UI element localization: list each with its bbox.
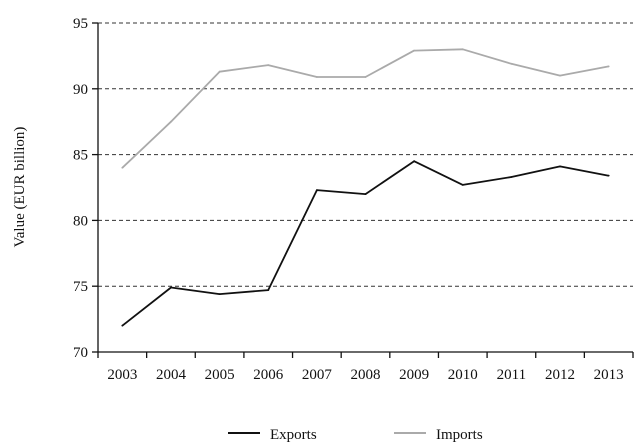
series-exports bbox=[121, 160, 610, 327]
legend: Exports Imports bbox=[228, 427, 483, 443]
x-tick-label: 2011 bbox=[497, 367, 526, 383]
x-tick-label: 2005 bbox=[205, 367, 235, 383]
legend-item-exports: Exports bbox=[228, 427, 317, 443]
data-point bbox=[218, 70, 221, 73]
data-point bbox=[170, 286, 172, 289]
y-tick-label: 80 bbox=[73, 213, 88, 229]
y-tick-label: 85 bbox=[73, 148, 88, 164]
x-tick-label: 2008 bbox=[351, 367, 381, 383]
data-point bbox=[413, 160, 416, 163]
series-imports bbox=[121, 48, 610, 169]
data-point bbox=[267, 64, 270, 67]
series-line-imports bbox=[121, 48, 609, 169]
data-point bbox=[121, 324, 124, 327]
legend-label: Imports bbox=[436, 427, 483, 443]
data-point bbox=[461, 183, 464, 186]
x-tick-label: 2003 bbox=[107, 367, 137, 383]
legend-label: Exports bbox=[270, 427, 317, 443]
x-tick-label: 2004 bbox=[156, 367, 187, 383]
y-ticks: 70 75 80 85 90 95 bbox=[73, 16, 98, 361]
data-point bbox=[170, 120, 172, 123]
data-point bbox=[364, 76, 367, 78]
data-point bbox=[315, 189, 318, 192]
data-point bbox=[510, 176, 513, 178]
x-tick-label: 2007 bbox=[302, 367, 333, 383]
data-point bbox=[607, 65, 610, 68]
data-point bbox=[607, 174, 610, 177]
gridlines bbox=[98, 22, 633, 287]
y-tick-label: 95 bbox=[73, 16, 88, 32]
y-tick-label: 90 bbox=[73, 82, 88, 98]
x-tick-label: 2012 bbox=[545, 367, 575, 383]
x-ticks: 2003 2004 2005 2006 2007 2008 2009 2010 2011 2012… bbox=[97, 352, 634, 383]
axes bbox=[97, 23, 633, 353]
data-point bbox=[315, 76, 318, 78]
data-point bbox=[461, 48, 464, 51]
legend-item-imports: Imports bbox=[394, 427, 483, 443]
x-tick-label: 2010 bbox=[448, 367, 478, 383]
x-tick-label: 2013 bbox=[594, 367, 624, 383]
y-axis-title: Value (EUR billion) bbox=[12, 127, 28, 248]
series-lines bbox=[121, 48, 610, 327]
data-point bbox=[121, 166, 124, 169]
data-point bbox=[559, 165, 561, 168]
data-point bbox=[218, 293, 221, 295]
y-tick-label: 75 bbox=[73, 279, 88, 295]
y-tick-label: 70 bbox=[73, 345, 88, 361]
data-point bbox=[510, 62, 513, 65]
data-point bbox=[413, 49, 416, 52]
data-point bbox=[364, 193, 367, 195]
data-point bbox=[559, 74, 561, 77]
data-point bbox=[267, 289, 270, 292]
x-tick-label: 2006 bbox=[253, 367, 284, 383]
series-line-exports bbox=[121, 160, 609, 327]
x-tick-label: 2009 bbox=[399, 367, 429, 383]
